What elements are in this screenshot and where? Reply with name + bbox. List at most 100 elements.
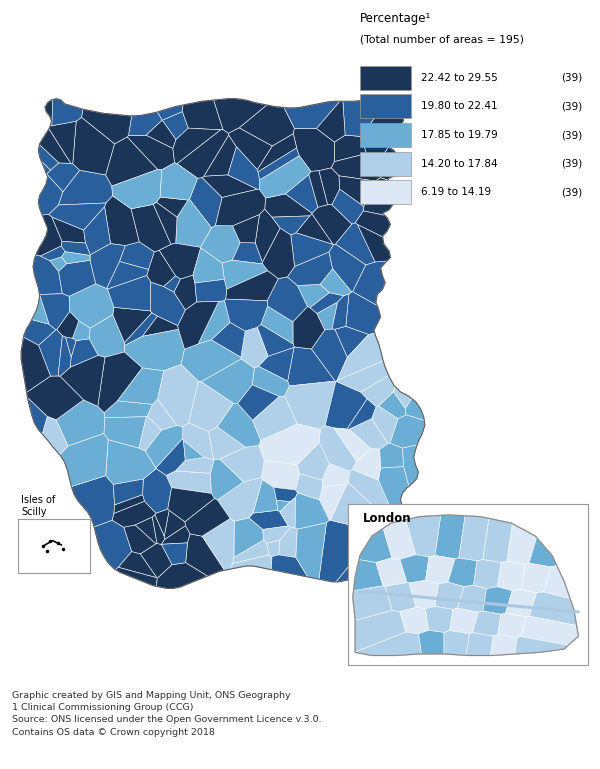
Polygon shape	[174, 275, 197, 310]
Polygon shape	[148, 399, 177, 430]
Polygon shape	[215, 189, 266, 226]
Polygon shape	[329, 244, 366, 292]
Polygon shape	[139, 416, 161, 451]
Polygon shape	[331, 483, 394, 531]
FancyBboxPatch shape	[360, 151, 412, 175]
Polygon shape	[331, 154, 380, 181]
Polygon shape	[506, 589, 536, 618]
Polygon shape	[459, 516, 489, 561]
Polygon shape	[198, 301, 230, 344]
Polygon shape	[358, 225, 391, 262]
Polygon shape	[65, 337, 76, 358]
Text: Source: ONS licensed under the Open Government Licence v.3.0.: Source: ONS licensed under the Open Gove…	[12, 715, 322, 724]
Polygon shape	[483, 518, 512, 562]
Polygon shape	[185, 534, 224, 576]
Polygon shape	[466, 633, 493, 655]
Polygon shape	[71, 476, 115, 527]
Text: London: London	[362, 512, 411, 524]
Polygon shape	[56, 400, 105, 446]
Polygon shape	[161, 543, 188, 564]
Text: (39): (39)	[561, 102, 583, 112]
Polygon shape	[349, 418, 388, 449]
Polygon shape	[89, 315, 125, 358]
Text: 1 Clinical Commissioning Group (CCG): 1 Clinical Commissioning Group (CCG)	[12, 703, 193, 712]
Polygon shape	[226, 271, 278, 301]
Polygon shape	[128, 112, 162, 135]
Polygon shape	[335, 223, 375, 265]
Polygon shape	[232, 242, 262, 264]
Polygon shape	[155, 509, 169, 536]
FancyBboxPatch shape	[360, 123, 412, 147]
Polygon shape	[200, 225, 240, 263]
Polygon shape	[90, 244, 125, 288]
Polygon shape	[507, 524, 536, 564]
Polygon shape	[145, 425, 183, 468]
Polygon shape	[332, 189, 364, 224]
Polygon shape	[355, 211, 391, 237]
Polygon shape	[376, 558, 407, 586]
Polygon shape	[347, 399, 376, 429]
Polygon shape	[262, 228, 295, 278]
Polygon shape	[228, 147, 260, 189]
Polygon shape	[38, 330, 62, 376]
Polygon shape	[363, 178, 394, 215]
Polygon shape	[23, 320, 56, 345]
Polygon shape	[182, 100, 223, 130]
Polygon shape	[529, 538, 557, 567]
Polygon shape	[249, 511, 288, 530]
Polygon shape	[107, 275, 151, 311]
Polygon shape	[61, 241, 90, 255]
Polygon shape	[272, 216, 310, 235]
Polygon shape	[355, 611, 406, 652]
Polygon shape	[176, 458, 214, 474]
Polygon shape	[220, 445, 265, 482]
Polygon shape	[278, 528, 298, 558]
Polygon shape	[26, 376, 83, 420]
Polygon shape	[359, 528, 392, 562]
Polygon shape	[57, 311, 79, 338]
Polygon shape	[52, 98, 83, 125]
Polygon shape	[104, 401, 152, 418]
Polygon shape	[164, 276, 181, 292]
Polygon shape	[295, 474, 323, 500]
Polygon shape	[473, 560, 501, 588]
Text: (39): (39)	[561, 130, 583, 140]
Polygon shape	[287, 347, 335, 386]
Polygon shape	[372, 406, 398, 444]
Polygon shape	[312, 205, 352, 245]
Polygon shape	[311, 329, 347, 381]
Polygon shape	[400, 554, 429, 583]
Polygon shape	[151, 282, 185, 325]
Polygon shape	[184, 441, 204, 461]
Polygon shape	[211, 322, 245, 358]
Polygon shape	[118, 368, 164, 404]
Polygon shape	[224, 299, 268, 331]
Polygon shape	[296, 523, 326, 579]
Polygon shape	[52, 217, 86, 243]
Polygon shape	[49, 203, 106, 230]
Polygon shape	[217, 478, 262, 521]
Polygon shape	[21, 98, 425, 588]
Polygon shape	[143, 468, 172, 513]
Polygon shape	[444, 631, 469, 655]
Polygon shape	[286, 175, 318, 213]
Polygon shape	[177, 129, 229, 178]
Polygon shape	[116, 568, 157, 586]
Polygon shape	[45, 100, 53, 126]
Polygon shape	[83, 207, 110, 255]
Polygon shape	[380, 443, 404, 468]
Polygon shape	[450, 608, 478, 634]
Polygon shape	[112, 169, 162, 208]
Polygon shape	[119, 241, 154, 269]
Polygon shape	[263, 526, 290, 544]
Polygon shape	[156, 563, 208, 588]
Polygon shape	[435, 515, 465, 559]
Polygon shape	[319, 426, 356, 471]
Polygon shape	[69, 284, 114, 328]
Polygon shape	[28, 398, 47, 434]
Polygon shape	[353, 586, 392, 621]
Text: (39): (39)	[561, 73, 583, 83]
Polygon shape	[409, 581, 439, 609]
Polygon shape	[284, 102, 340, 128]
Polygon shape	[238, 384, 280, 420]
